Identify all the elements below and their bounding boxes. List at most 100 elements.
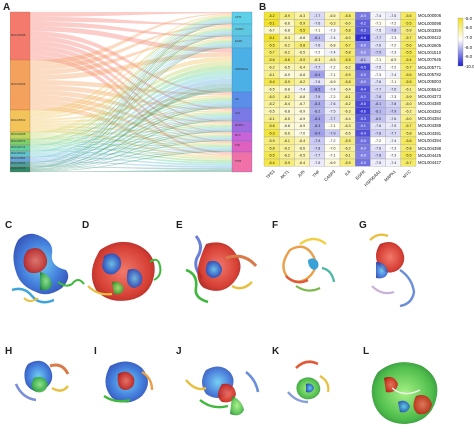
heatmap-row-label: MOL004380 [418, 101, 442, 107]
heatmap-value: -7.2 [329, 139, 335, 143]
sankey-left-label: MOL000422 [11, 151, 26, 155]
sankey-flow [30, 146, 232, 151]
heatmap-value: -7.2 [390, 65, 396, 69]
heatmap-value: -5.9 [268, 139, 274, 143]
heatmap-value: -5.8 [344, 51, 350, 55]
heatmap-row-label: MOL005542 [418, 86, 442, 92]
sankey-flow [30, 38, 232, 117]
sankey-flow [30, 126, 232, 150]
heatmap-value: -5.9 [299, 58, 305, 62]
heatmap-value: -6.2 [268, 65, 274, 69]
panel-label-a: A [3, 2, 11, 13]
heatmap-value: -9.1 [360, 124, 366, 128]
heatmap-value: -7.6 [314, 21, 320, 25]
heatmap-value: -7.6 [375, 43, 381, 47]
sankey-flow [30, 95, 232, 121]
heatmap-legend-tick: -7.0 [464, 35, 473, 40]
sankey-flow [30, 45, 232, 133]
sankey-right-stack [231, 11, 253, 173]
heatmap-legend-bar [457, 17, 464, 67]
docking-render-k [287, 360, 330, 404]
sankey-flow [30, 74, 232, 154]
heatmap-value: -5.9 [405, 29, 411, 33]
sankey-flow [30, 20, 232, 158]
heatmap-value: -7.4 [329, 51, 335, 55]
sankey-flow [30, 65, 232, 142]
sankey-flow [30, 123, 232, 126]
sankey-flow [30, 161, 232, 168]
sankey-flow [30, 16, 232, 140]
docking-heatmap: -5.2 -5.9 -6.3 -7.7 -6.5 -5.8 -8.9 -7.4 -7.5 -5.6… [263, 11, 464, 167]
sankey-flow [30, 26, 232, 53]
sankey-flow [30, 118, 232, 165]
heatmap-value: -7.3 [390, 146, 396, 150]
sankey-flow [30, 37, 232, 75]
heatmap-value: -8.2 [314, 110, 320, 114]
sankey-flow [30, 21, 232, 163]
sankey-flow [30, 124, 232, 137]
heatmap-value: -6.8 [329, 43, 335, 47]
heatmap-value: -5.9 [405, 95, 411, 99]
heatmap-value: -5.7 [405, 65, 411, 69]
heatmap-value: -6.1 [405, 87, 411, 91]
heatmap-value: -6.8 [299, 95, 305, 99]
panel-label-h: H [5, 346, 13, 357]
sankey-flow [30, 106, 232, 170]
heatmap-row-label: MOL004427 [418, 160, 442, 166]
heatmap-value: -8.5 [314, 87, 320, 91]
sankey-flow [30, 40, 232, 123]
sankey-flow [30, 22, 232, 168]
heatmap-value: -6.8 [299, 36, 305, 40]
sankey-flow [30, 80, 232, 96]
sankey-flow [30, 127, 232, 145]
heatmap-value: -7.2 [375, 139, 381, 143]
sankey-left-node [10, 166, 31, 173]
sankey-flow [30, 14, 232, 113]
heatmap-value: -6.1 [268, 73, 274, 77]
heatmap-value: -5.8 [344, 29, 350, 33]
sankey-right-label: MYC [235, 134, 241, 138]
heatmap-value: -6.3 [314, 58, 320, 62]
heatmap-value: -5.5 [405, 51, 411, 55]
sankey-flow [30, 34, 232, 168]
heatmap-row-label: MOL005782 [418, 72, 442, 77]
sankey-flow [30, 36, 232, 110]
sankey-flow [30, 55, 232, 155]
heatmap-value: -7.6 [329, 102, 335, 106]
sankey-left-label: MOL005573 [11, 139, 26, 143]
sankey-left-stack [10, 11, 31, 173]
heatmap-value: -5.8 [268, 146, 274, 150]
heatmap-value: -7.2 [329, 95, 335, 99]
heatmap-value: -7.4 [390, 161, 396, 165]
heatmap-value: -5.9 [284, 14, 290, 18]
heatmap-value: -5.7 [405, 124, 411, 128]
heatmap-value: -5.5 [405, 21, 411, 25]
heatmap-value: -9.8 [360, 36, 366, 40]
heatmap-value: -6.0 [344, 36, 350, 40]
sankey-right-label: CASP3 [235, 27, 244, 31]
heatmap-value: -6.1 [344, 154, 350, 158]
heatmap-value: -6.5 [284, 65, 290, 69]
sankey-left-label: MOL004328 [11, 133, 26, 137]
sankey-flow [30, 21, 232, 38]
heatmap-value: -9.0 [360, 139, 366, 143]
heatmap-row-label: MOL002605 [418, 42, 442, 48]
sankey-right-label: TNF [235, 144, 241, 148]
sankey-flow [30, 31, 232, 153]
heatmap-value: -7.1 [329, 124, 335, 128]
sankey-flow [30, 147, 232, 157]
sankey-right-label: TP53 [235, 159, 242, 163]
sankey-flow [30, 100, 232, 144]
heatmap-value: -6.2 [268, 102, 274, 106]
heatmap-value: -7.6 [375, 80, 381, 84]
sankey-flow [30, 136, 232, 150]
heatmap-value: -7.5 [329, 110, 335, 114]
heatmap-value: -8.8 [360, 154, 366, 158]
heatmap-value: -5.2 [268, 14, 274, 18]
sankey-flow [30, 149, 232, 167]
heatmap-value: -5.7 [344, 43, 350, 47]
sankey-flow [30, 96, 232, 136]
panel-label-c: C [5, 220, 13, 231]
sankey-flow [30, 114, 232, 149]
